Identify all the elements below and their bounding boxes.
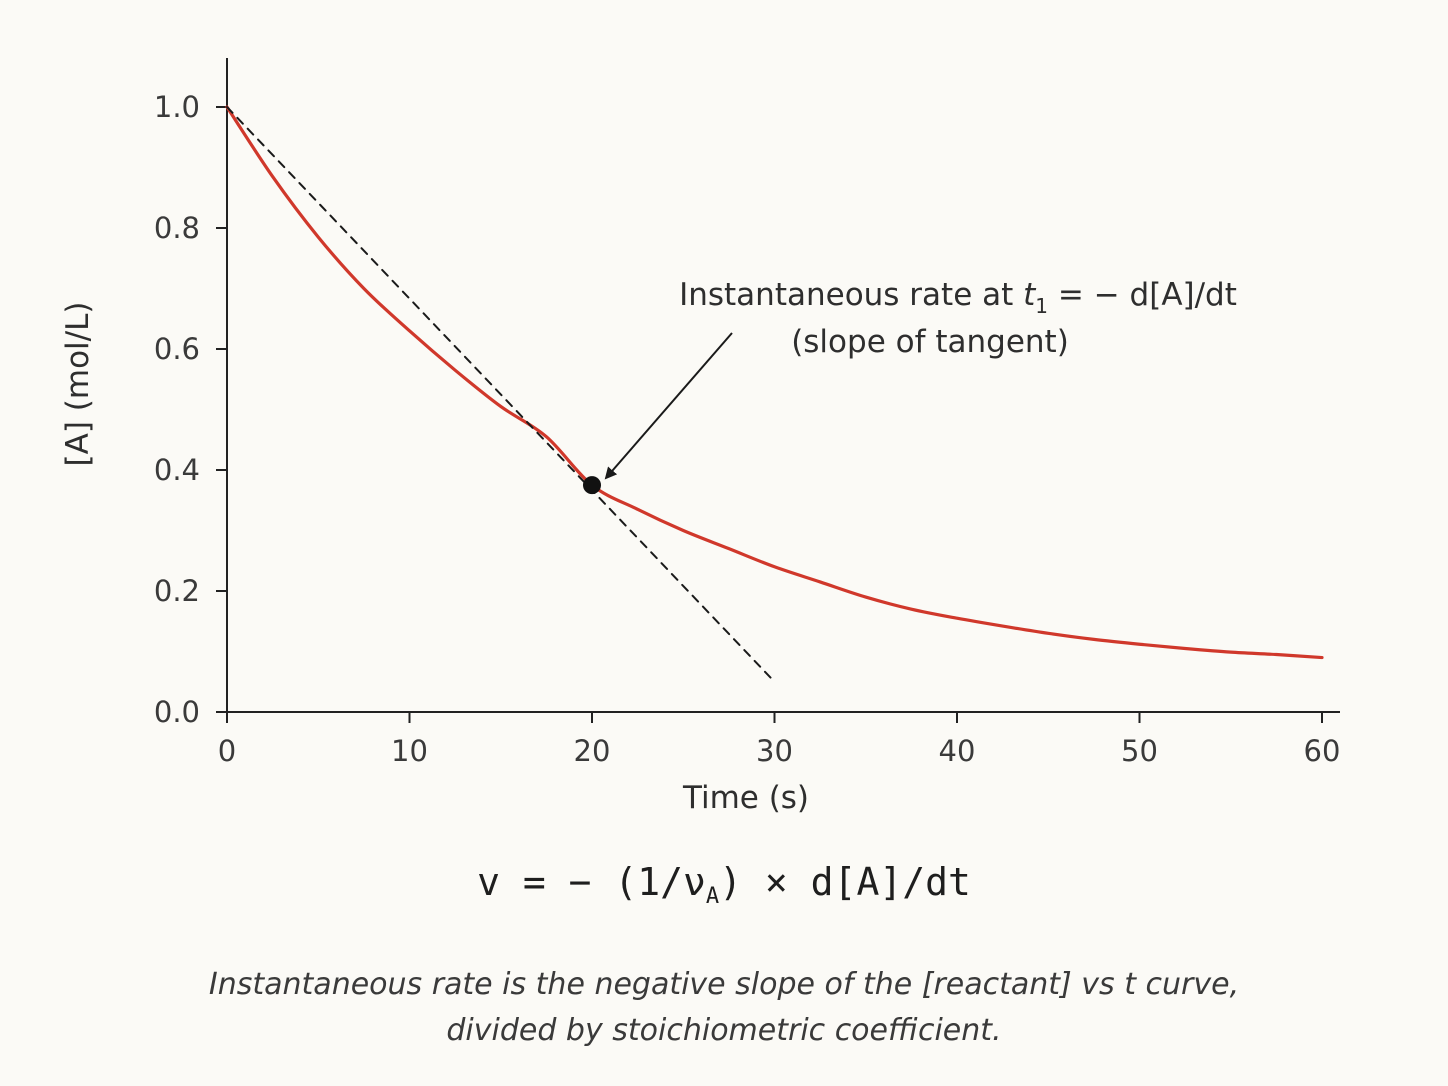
figure-caption: Instantaneous rate is the negative slope… — [0, 962, 1448, 1054]
formula-suffix: ) × d[A]/dt — [719, 860, 971, 904]
concentration-curve — [225, 105, 1324, 660]
x-tick-label: 10 — [391, 734, 428, 768]
rate-chart: 0 10 20 30 40 50 60 0.0 0.2 0.4 0.6 0.8 1.0 Time (s)… — [60, 58, 1341, 816]
y-tick-label: 1.0 — [154, 90, 200, 124]
x-tick-label: 30 — [756, 734, 793, 768]
caption-line-2: divided by stoichiometric coefficient. — [446, 1013, 1002, 1048]
y-axis-label: [A] (mol/L) — [60, 302, 96, 467]
tangent-line — [226, 106, 776, 683]
annotation-arrow — [604, 332, 733, 480]
x-tick-label: 50 — [1121, 734, 1158, 768]
series-layer — [225, 105, 1324, 683]
y-tick-label: 0.4 — [154, 453, 200, 487]
x-tick-label: 60 — [1304, 734, 1341, 768]
points-layer — [583, 476, 601, 495]
formula-prefix: v = − (1/ν — [477, 860, 706, 904]
x-tick-label: 40 — [939, 734, 976, 768]
y-tick-label: 0.8 — [154, 211, 200, 245]
caption-line-1: Instantaneous rate is the negative slope… — [208, 967, 1240, 1002]
annotation-line2: (slope of tangent) — [791, 324, 1069, 360]
axes — [226, 58, 1340, 713]
y-tick-label: 0.6 — [154, 332, 200, 366]
x-axis-label: Time (s) — [682, 780, 809, 816]
y-tick-label: 0.0 — [154, 695, 200, 729]
ticks: 0 10 20 30 40 50 60 0.0 0.2 0.4 0.6 0.8 1.0 — [154, 90, 1341, 768]
annotation-line1: Instantaneous rate at t1 = − d[A]/dt — [679, 277, 1237, 318]
x-tick-label: 20 — [574, 734, 611, 768]
rate-formula: v = − (1/νA) × d[A]/dt — [0, 860, 1448, 909]
y-tick-label: 0.2 — [154, 574, 200, 608]
tangent-point — [583, 476, 601, 495]
x-tick-label: 0 — [218, 734, 236, 768]
formula-subscript: A — [705, 884, 720, 909]
